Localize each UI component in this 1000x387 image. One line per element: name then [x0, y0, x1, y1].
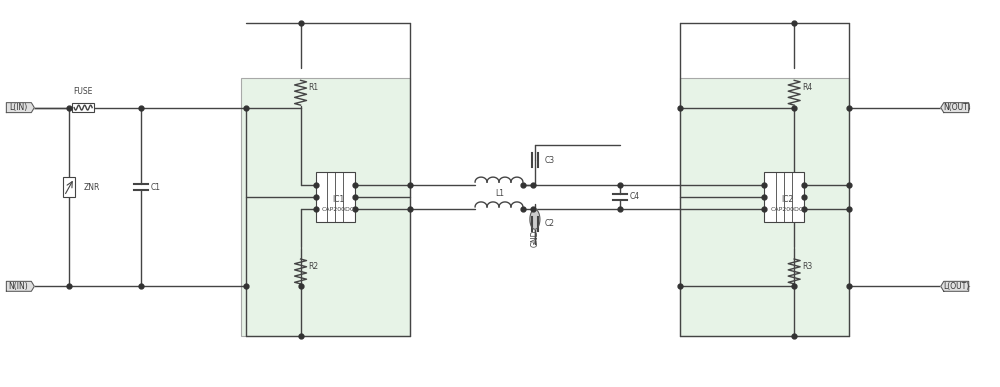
Text: FUSE: FUSE [73, 87, 93, 96]
Text: IC1: IC1 [332, 195, 345, 204]
Text: N(OUT): N(OUT) [943, 103, 971, 112]
Text: C1: C1 [151, 183, 161, 192]
FancyBboxPatch shape [241, 78, 410, 336]
Polygon shape [941, 281, 969, 291]
Text: ZNR: ZNR [83, 183, 100, 192]
Text: GND: GND [530, 229, 539, 247]
Text: L1: L1 [495, 190, 504, 199]
Text: L(IN): L(IN) [9, 103, 27, 112]
Polygon shape [6, 103, 34, 113]
Text: L(OUT): L(OUT) [944, 282, 970, 291]
Text: C3: C3 [545, 156, 555, 165]
Text: C4: C4 [630, 192, 640, 202]
Text: C2: C2 [545, 219, 555, 228]
Bar [316, 172, 355, 222]
Text: N(IN): N(IN) [8, 282, 28, 291]
Bar [72, 103, 94, 112]
Polygon shape [6, 281, 34, 291]
Text: CAP200DG: CAP200DG [770, 207, 804, 212]
Polygon shape [530, 209, 540, 229]
Bar [63, 177, 75, 197]
Text: R2: R2 [309, 262, 319, 271]
Polygon shape [941, 103, 969, 113]
FancyBboxPatch shape [680, 78, 849, 336]
Text: CAP200DG: CAP200DG [322, 207, 355, 212]
Bar [764, 172, 804, 222]
Text: R1: R1 [309, 83, 319, 92]
Text: R3: R3 [802, 262, 812, 271]
Text: R4: R4 [802, 83, 812, 92]
Text: IC2: IC2 [781, 195, 793, 204]
